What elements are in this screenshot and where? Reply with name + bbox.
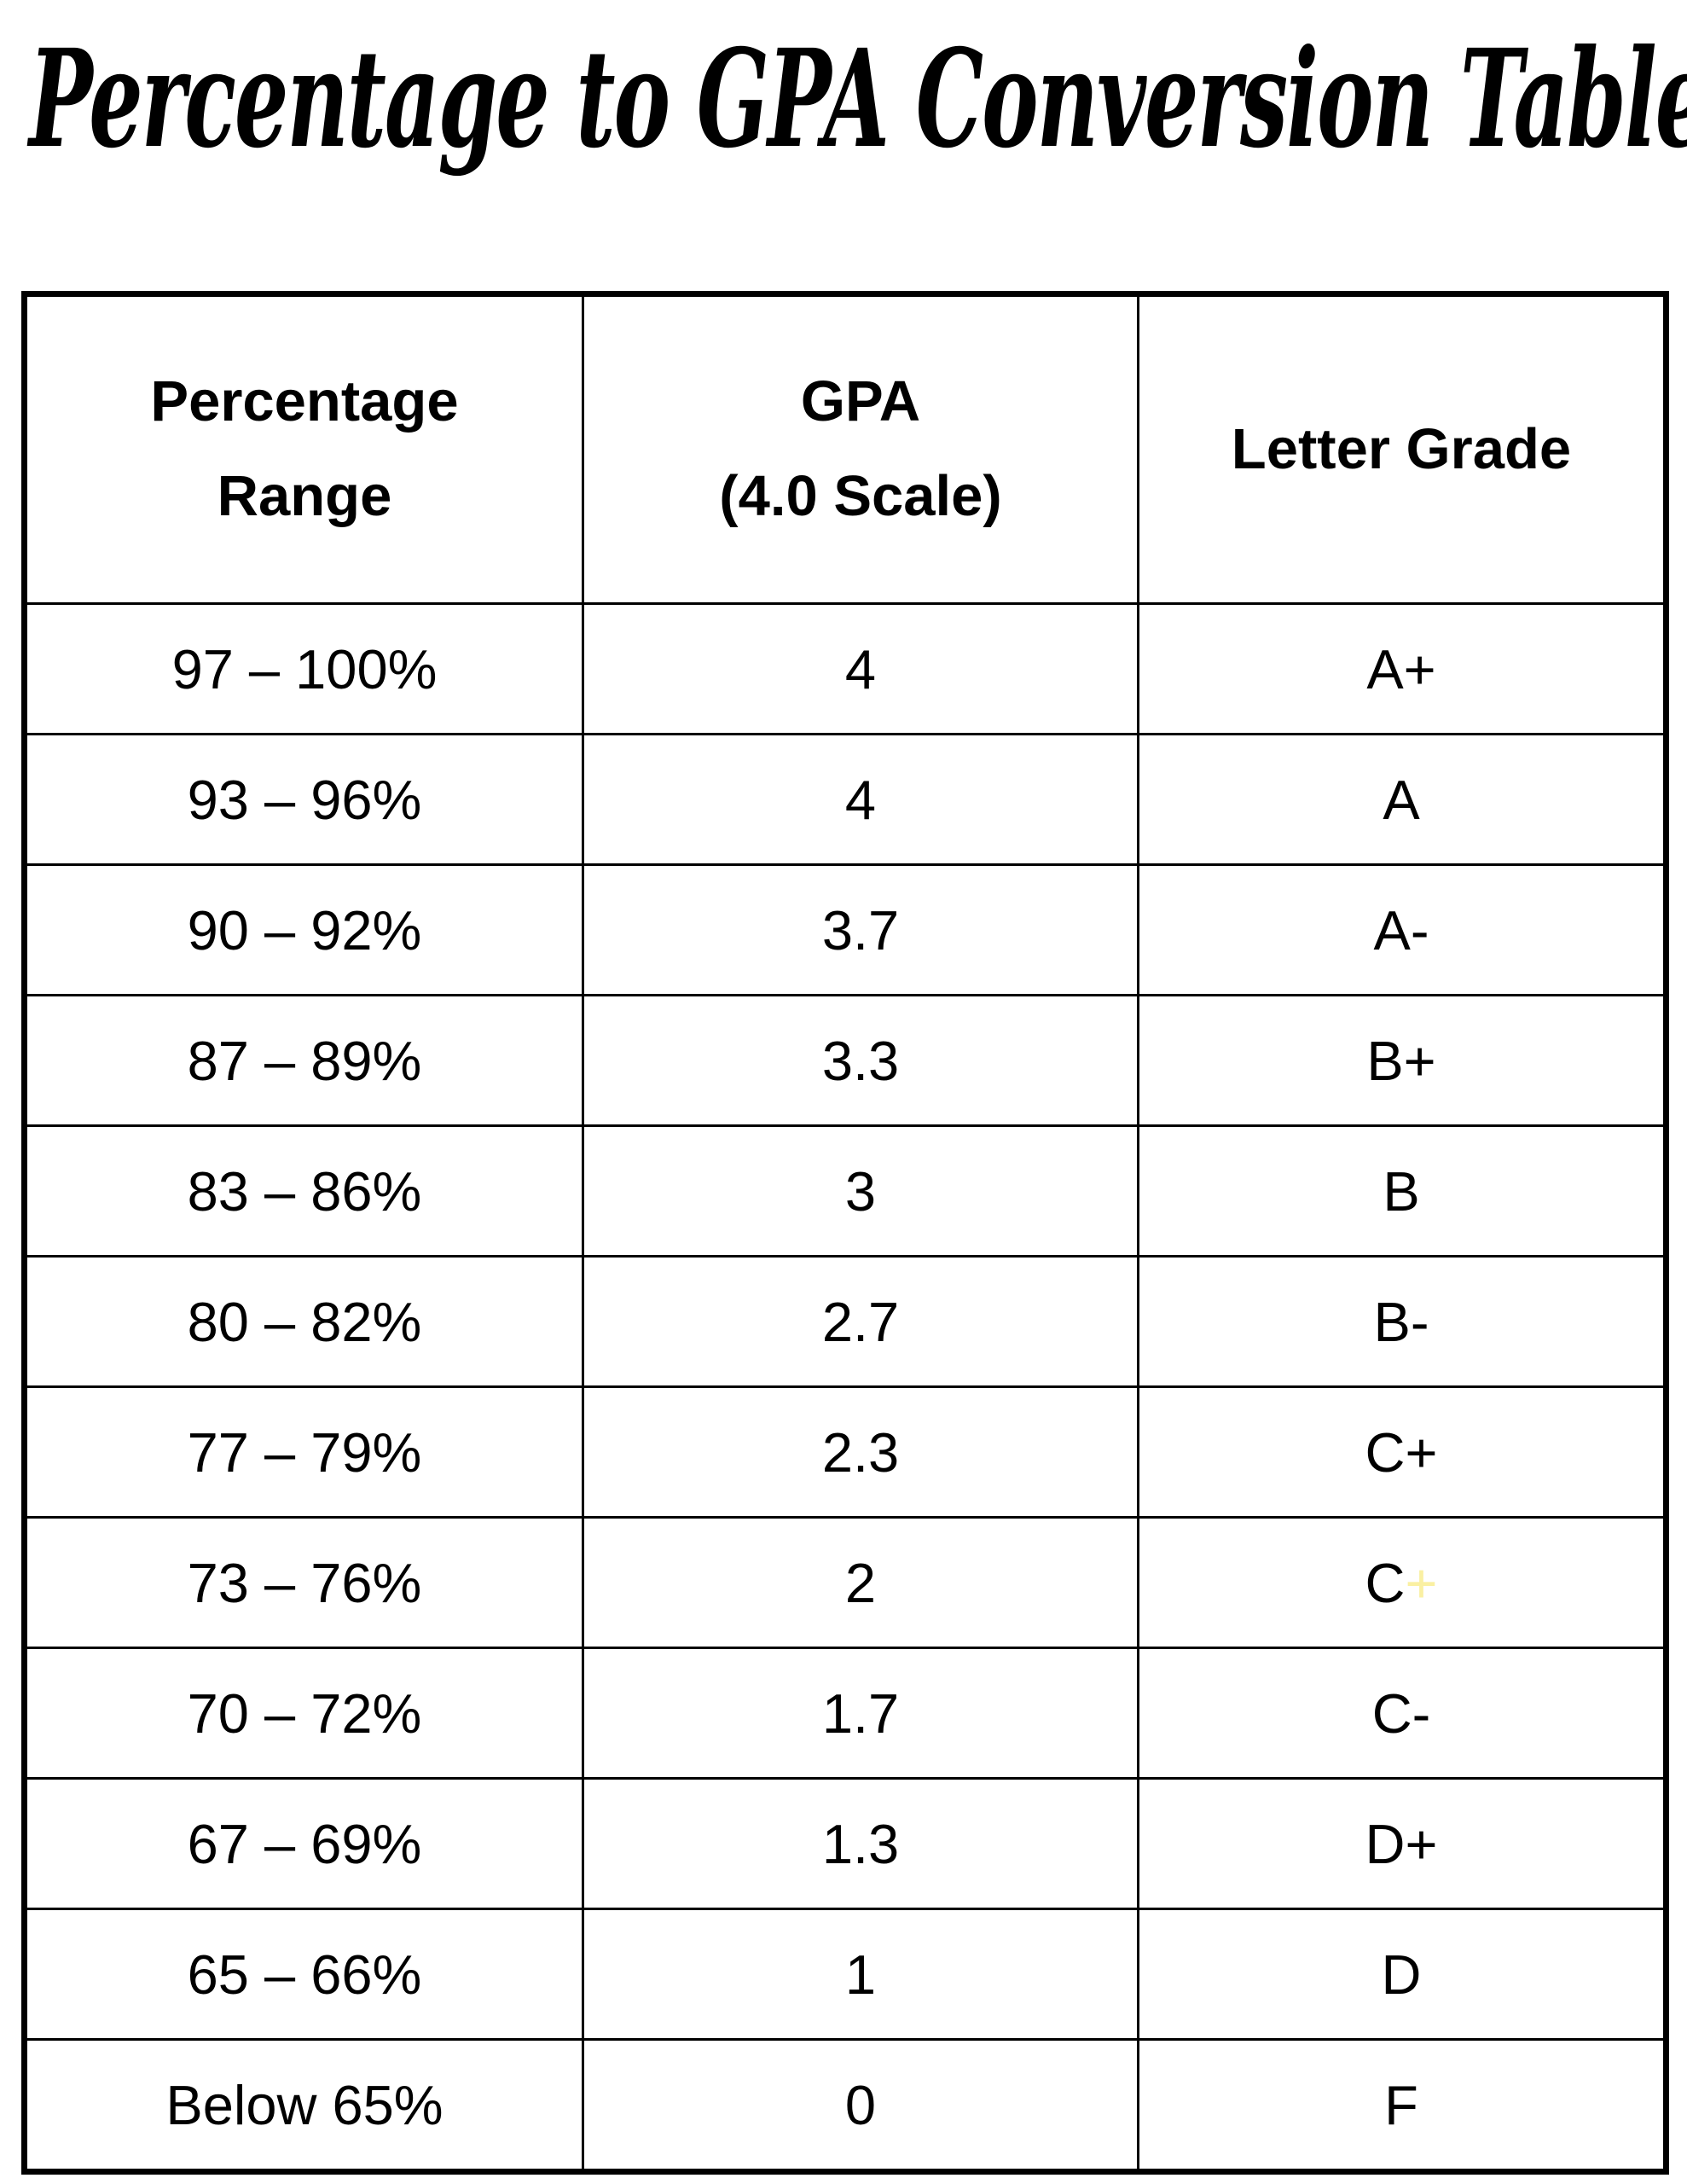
letter-grade-cell: B+ [1137,994,1667,1127]
letter-grade-text: C [1365,1551,1406,1614]
percentage-range-cell: 65 – 66% [23,1908,584,2041]
percentage-range-cell: 93 – 96% [23,733,584,866]
letter-grade-text: B [1383,1159,1420,1223]
page-title: Percentage to GPA Conversion Table [29,20,1687,178]
letter-grade-text: B+ [1366,1029,1436,1092]
letter-grade-text: A- [1373,898,1429,961]
letter-grade-text: A+ [1366,637,1436,700]
table-row: 65 – 66% 1 D [23,1908,1667,2041]
col-header-line: Letter Grade [1231,416,1572,481]
table-row: 83 – 86% 3 B [23,1124,1667,1258]
letter-grade-text: F [1384,2073,1418,2136]
col-header-letter-grade: Letter Grade [1137,293,1667,605]
percentage-range-cell: 97 – 100% [23,602,584,735]
col-header-percentage-range: Percentage Range [23,293,584,605]
letter-grade-text: C- [1371,1682,1431,1745]
percentage-range-cell: 67 – 69% [23,1777,584,1910]
letter-grade-cell: D [1137,1908,1667,2041]
letter-grade-cell: A+ [1137,602,1667,735]
conversion-table: Percentage Range GPA (4.0 Scale) Letter Grad… [21,291,1669,2175]
letter-grade-cell: C+ [1137,1385,1667,1519]
table-row: 77 – 79% 2.3 C+ [23,1385,1667,1519]
letter-grade-text: D+ [1365,1812,1438,1875]
table-row: 70 – 72% 1.7 C- [23,1647,1667,1780]
table-row: Below 65% 0 F [23,2038,1667,2173]
letter-grade-text: A [1383,768,1420,831]
col-header-gpa-scale: GPA (4.0 Scale) [582,293,1139,605]
letter-grade-cell: A [1137,733,1667,866]
percentage-range-cell: 83 – 86% [23,1124,584,1258]
table-row: 67 – 69% 1.3 D+ [23,1777,1667,1910]
letter-grade-cell: B- [1137,1255,1667,1388]
letter-grade-cell: C- [1137,1647,1667,1780]
letter-grade-text: B- [1373,1290,1429,1353]
gpa-cell: 1 [582,1908,1139,2041]
gpa-cell: 2 [582,1516,1139,1649]
percentage-range-cell: 70 – 72% [23,1647,584,1780]
grade-accent-plus: + [1405,1551,1438,1614]
gpa-cell: 4 [582,602,1139,735]
table-row: 97 – 100% 4 A+ [23,602,1667,735]
letter-grade-cell: D+ [1137,1777,1667,1910]
letter-grade-cell: C+ [1137,1516,1667,1649]
col-header-line: GPA [800,369,921,434]
gpa-cell: 3 [582,1124,1139,1258]
table-header-row: Percentage Range GPA (4.0 Scale) Letter Grad… [23,293,1667,605]
gpa-cell: 3.3 [582,994,1139,1127]
gpa-cell: 2.7 [582,1255,1139,1388]
gpa-cell: 3.7 [582,863,1139,996]
gpa-cell: 4 [582,733,1139,866]
letter-grade-cell: A- [1137,863,1667,996]
letter-grade-cell: F [1137,2038,1667,2173]
col-header-line: (4.0 Scale) [719,464,1002,528]
table-row: 73 – 76% 2 C+ [23,1516,1667,1649]
gpa-cell: 1.3 [582,1777,1139,1910]
col-header-line: Percentage [150,369,459,434]
percentage-range-cell: 80 – 82% [23,1255,584,1388]
letter-grade-text: C+ [1365,1420,1438,1484]
table-row: 90 – 92% 3.7 A- [23,863,1667,996]
percentage-range-cell: 87 – 89% [23,994,584,1127]
gpa-cell: 0 [582,2038,1139,2173]
table-row: 93 – 96% 4 A [23,733,1667,866]
percentage-range-cell: 77 – 79% [23,1385,584,1519]
percentage-range-cell: 90 – 92% [23,863,584,996]
table-row: 87 – 89% 3.3 B+ [23,994,1667,1127]
gpa-cell: 2.3 [582,1385,1139,1519]
percentage-range-cell: Below 65% [23,2038,584,2173]
col-header-line: Range [217,464,392,528]
percentage-range-cell: 73 – 76% [23,1516,584,1649]
gpa-cell: 1.7 [582,1647,1139,1780]
letter-grade-cell: B [1137,1124,1667,1258]
table-row: 80 – 82% 2.7 B- [23,1255,1667,1388]
letter-grade-text: D [1381,1943,1422,2006]
